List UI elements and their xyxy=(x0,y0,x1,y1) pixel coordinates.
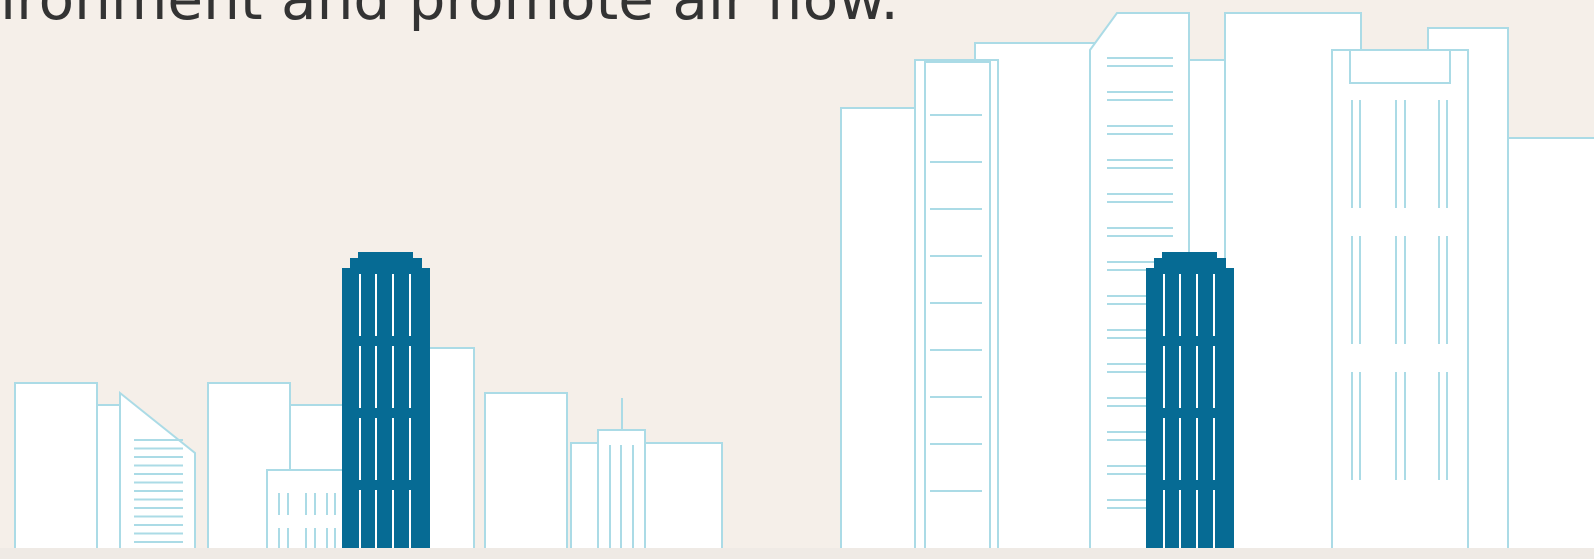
building xyxy=(571,443,598,553)
tower xyxy=(342,252,430,553)
left-buildings xyxy=(15,252,722,555)
page: ironment and promote air flow. xyxy=(0,0,1594,559)
building xyxy=(1350,50,1450,83)
building xyxy=(841,108,915,553)
building xyxy=(485,393,567,553)
building xyxy=(428,348,474,553)
building xyxy=(97,405,120,555)
right-buildings xyxy=(841,13,1594,553)
building xyxy=(925,62,990,553)
building xyxy=(15,383,97,553)
tower xyxy=(1146,252,1234,553)
skyline-illustration xyxy=(0,0,1594,559)
building xyxy=(1508,138,1594,553)
caption: ironment and promote air flow. xyxy=(0,0,899,28)
ground xyxy=(0,548,1594,559)
building xyxy=(645,443,722,553)
